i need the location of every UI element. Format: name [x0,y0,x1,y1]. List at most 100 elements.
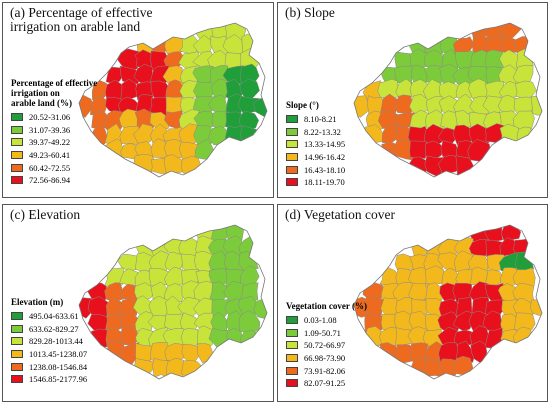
legend-swatch [11,350,23,359]
legend-item: 60.42-72.55 [11,161,97,174]
county-region [452,355,474,376]
legend-item: 8.10-8.21 [286,113,345,126]
county-region [484,269,503,288]
legend-title: Slope (°) [286,100,319,110]
province-outline [353,224,543,380]
county-region [196,325,214,350]
legend-item: 31.07-39.36 [11,124,97,137]
legend-label: 8.10-8.21 [304,114,337,125]
legend-item: 66.98-73.90 [286,352,367,365]
legend-label: 16.43-18.10 [304,164,346,175]
legend-item: 14.96-16.42 [286,151,345,164]
legend-label: 66.98-73.90 [304,353,346,364]
county-region [516,126,535,145]
province-outline [78,224,268,380]
legend-label: 20.52-31.06 [29,112,71,123]
county-region [211,299,231,318]
legend-label: 1013.45-1238.07 [29,349,88,360]
legend-swatch [11,138,23,147]
legend-label: 13.33-14.95 [304,139,346,150]
county-layer [354,225,542,378]
legend: Percentage of effective irrigation on ar… [11,78,97,187]
legend-swatch [11,324,23,333]
legend-swatch [286,115,298,124]
legend-label: 60.42-72.55 [29,162,71,173]
county-region [117,48,141,72]
county-region [394,344,414,364]
county-region [209,281,232,303]
county-region [482,95,506,117]
legend-swatch [286,379,298,388]
legend-item: 829.28-1013.44 [11,335,87,348]
legend-item: 8.22-13.32 [286,126,345,139]
legend-item: 73.91-82.06 [286,364,367,377]
county-region [409,140,430,159]
legend-swatch [11,176,23,185]
legend-label: 50.72-66.97 [304,340,346,351]
panel-title: (c) Elevation [10,207,81,222]
legend-label: 39.37-49.22 [29,137,71,148]
county-region [512,64,534,87]
choropleth-map [78,224,268,380]
province-outline [78,22,268,178]
county-region [119,297,140,319]
panel-title: (b) Slope [285,5,335,20]
legend-item: 72.56-86.94 [11,174,97,187]
legend-title: Elevation (m) [11,297,64,307]
legend-label: 14.96-16.42 [304,152,346,163]
county-region [164,154,187,174]
map-panel-slope: (b) Slope Slope (°) 8.10-8.21 8.22-13.32… [277,2,548,198]
legend-swatch [286,316,298,325]
legend-item: 18.11-19.70 [286,176,345,189]
legend-label: 495.04-633.61 [29,311,79,322]
legend: Elevation (m) 495.04-633.61 633.62-829.2… [11,297,87,386]
legend-swatch [286,341,298,350]
legend-item: 495.04-633.61 [11,310,87,323]
legend-swatch [11,163,23,172]
county-region [197,343,214,364]
legend-swatch [286,354,298,363]
legend-swatch [286,366,298,375]
county-region [468,238,490,257]
legend-title: Percentage of effective irrigation on ar… [11,78,98,108]
county-region [454,110,474,130]
legend-label: 82.07-91.25 [304,378,346,389]
legend-label: 0.03-1.08 [304,315,337,326]
county-region [497,94,521,116]
county-region [469,123,490,146]
legend-item: 13.33-14.95 [286,138,345,151]
county-region [165,295,187,320]
legend-swatch [286,127,298,136]
county-region [514,312,536,334]
county-region [193,96,215,113]
legend-swatch [11,362,23,371]
legend-item: 1013.45-1238.07 [11,348,87,361]
county-region [87,296,112,319]
county-region [354,95,371,118]
panel-title: (d) Vegetation cover [285,207,395,222]
legend-label: 49.23-60.41 [29,150,71,161]
county-region [162,126,183,143]
county-layer [354,23,542,177]
panel-title: (a) Percentage of effective irrigation o… [10,5,153,34]
county-region [499,123,520,145]
county-region [135,342,154,362]
map-panel-vegetation: (d) Vegetation cover Vegetation cover (%… [277,204,548,402]
county-region [239,78,260,103]
province-outline [353,22,543,178]
legend-swatch [286,153,298,162]
legend-label: 8.22-13.32 [304,126,341,137]
legend-item: 82.07-91.25 [286,377,367,390]
county-region [424,265,444,285]
county-region [409,94,431,115]
choropleth-map [353,224,543,380]
legend-label: 73.91-82.06 [304,365,346,376]
legend-item: 39.37-49.22 [11,136,97,149]
legend-swatch [286,165,298,174]
map-panel-irrigation: (a) Percentage of effective irrigation o… [2,2,274,198]
legend-swatch [11,125,23,134]
county-region [439,63,461,87]
legend-swatch [11,151,23,160]
legend-item: 1546.85-2177.96 [11,373,87,386]
legend-label: 633.62-829.27 [29,323,79,334]
